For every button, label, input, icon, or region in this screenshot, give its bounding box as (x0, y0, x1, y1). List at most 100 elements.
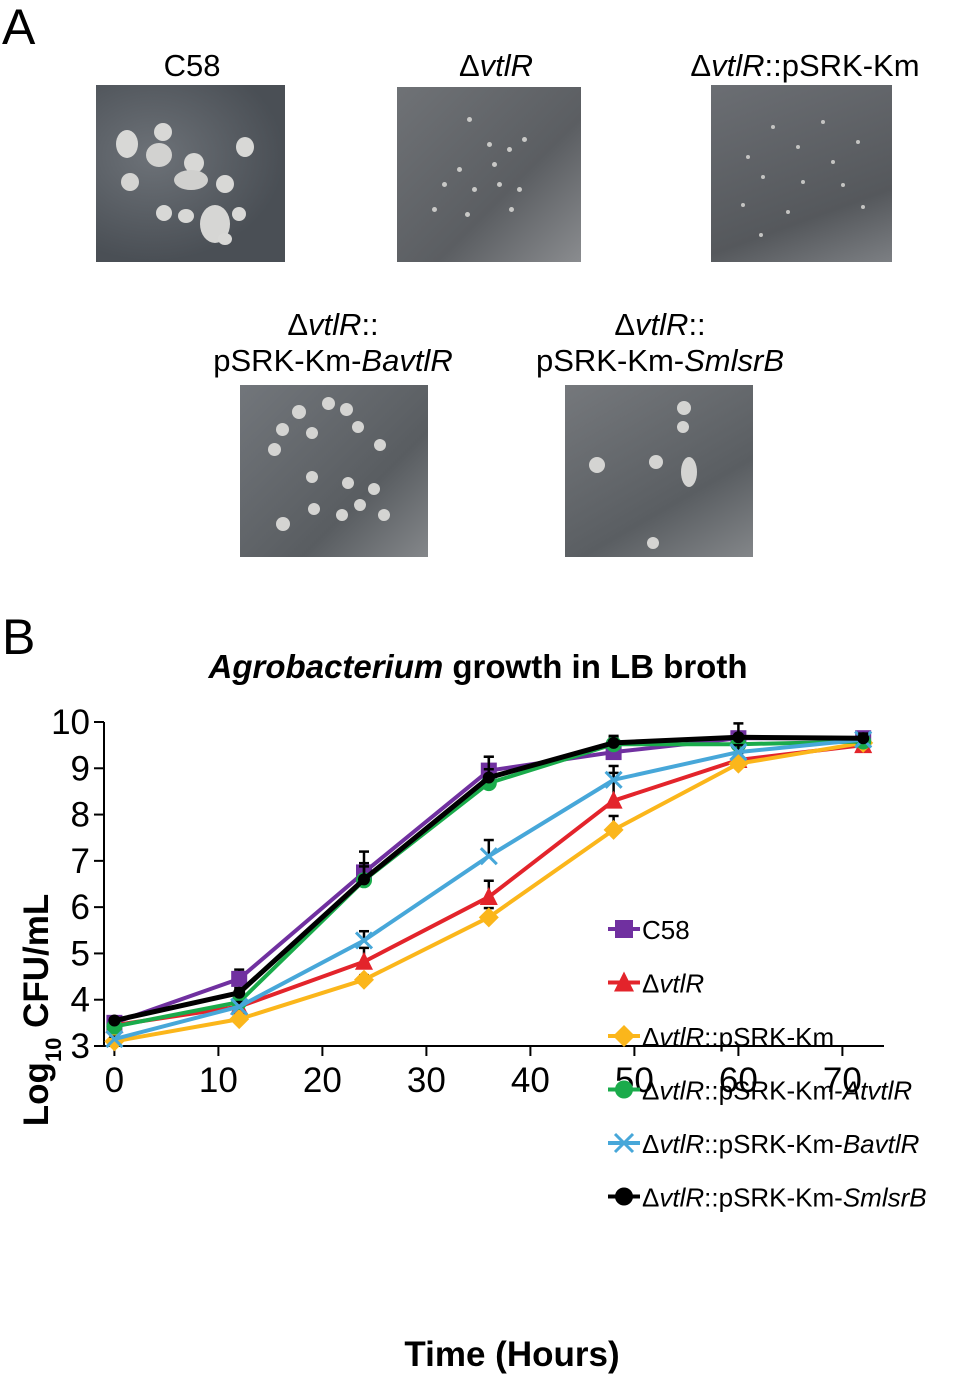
legend-label: ΔvtlR::pSRK-Km-BavtlR (642, 1129, 919, 1159)
colony (759, 233, 763, 237)
legend-label-part: vtlR (659, 1129, 704, 1159)
colony (589, 457, 605, 473)
y-tick-label: 5 (71, 934, 90, 973)
colony (432, 207, 437, 212)
plate-label-c58: C58 (92, 48, 292, 84)
plate-label-text: BavtlR (361, 343, 453, 378)
plate-label-line: ΔvtlR (396, 48, 596, 84)
plate-label-dvtlr-psrk-km: ΔvtlR::pSRK-Km (655, 48, 955, 84)
colony (340, 403, 353, 416)
x-tick-label: 60 (719, 1061, 758, 1100)
legend-label-part: Δ (642, 1183, 659, 1213)
colony (306, 427, 318, 439)
colony (174, 170, 208, 190)
data-point-dvtlR_pSRK (229, 1009, 250, 1030)
colony (741, 203, 745, 207)
colony (121, 173, 139, 191)
plate-label-dvtlr-bavtlr: ΔvtlR:: pSRK-Km-BavtlR (183, 307, 483, 379)
legend-entry-dvtlR_pSRK: ΔvtlR::pSRK-Km (608, 1022, 834, 1052)
colony (492, 162, 497, 167)
chart-title: Agrobacterium growth in LB broth (208, 648, 748, 685)
legend-swatch-marker (615, 920, 633, 938)
legend-label-part: vtlR (659, 969, 704, 999)
y-tick-label: 9 (71, 749, 90, 788)
legend-entry-dvtlR_At: ΔvtlR::pSRK-Km-AtvtlR (608, 1076, 912, 1106)
data-point-dvtlR_Ba-stroke (105, 1029, 124, 1049)
colony (306, 471, 318, 483)
legend-swatch-marker (615, 1080, 633, 1099)
plate-label-text: vtlR (635, 307, 689, 342)
plate-label-text: Δ (614, 307, 636, 342)
data-point-dvtlR_pSRK (478, 907, 499, 928)
x-axis-label: Time (Hours) (404, 1335, 619, 1374)
colony (472, 187, 477, 192)
colony (649, 455, 663, 469)
x-tick-label: 70 (823, 1061, 862, 1100)
legend-entry-dvtlR_Sm: ΔvtlR::pSRK-Km-SmlsrB (608, 1183, 927, 1213)
colony (216, 175, 234, 193)
data-point-dvtlR_pSRK (728, 753, 749, 774)
legend-label: ΔvtlR (642, 969, 704, 999)
plate-label-dvtlr-smlsrb: ΔvtlR:: pSRK-Km-SmlsrB (510, 307, 810, 379)
colony (681, 457, 697, 487)
data-point-dvtlR (355, 951, 373, 970)
legend-swatch-marker (614, 971, 634, 992)
plate-photo-dvtlr-psrk-km (711, 85, 892, 262)
data-point-dvtlR_Sm (108, 1014, 121, 1027)
legend-entry-dvtlR: ΔvtlR (608, 969, 704, 999)
colony (178, 209, 194, 223)
legend-label-part: vtlR (659, 1022, 704, 1052)
colony (831, 160, 835, 164)
plate-label-text: Δ (458, 48, 480, 83)
data-point-dvtlR (604, 790, 623, 809)
legend-label-part: ::pSRK-Km (704, 1022, 834, 1052)
colony (368, 483, 380, 495)
panel-b-letter: B (2, 609, 36, 665)
legend-label-part: ::pSRK-Km- (704, 1129, 843, 1159)
legend-entry-dvtlR_Ba: ΔvtlR::pSRK-Km-BavtlR (608, 1129, 919, 1159)
colony (156, 205, 172, 221)
x-tick-label: 30 (407, 1061, 446, 1100)
colony (487, 142, 492, 147)
colony (861, 205, 865, 209)
data-point-dvtlR_Sm (857, 732, 870, 745)
data-point-C58 (231, 970, 248, 987)
legend-label-part: vtlR (659, 1076, 704, 1106)
panel-a-letter: A (2, 0, 36, 55)
plate-photo-c58 (96, 85, 285, 262)
colony (374, 439, 386, 451)
colony (276, 423, 289, 436)
colony (442, 182, 447, 187)
data-point-dvtlR_Ba (729, 743, 748, 762)
colony (517, 187, 522, 192)
colony (342, 477, 354, 489)
legend-label-part: Δ (642, 1129, 659, 1159)
series-dvtlR_Sm (108, 722, 870, 1027)
colony (184, 153, 204, 173)
colony (821, 120, 825, 124)
plate-label-line: pSRK-Km-BavtlR (183, 343, 483, 379)
data-point-dvtlR_Ba (105, 1029, 124, 1049)
colony (154, 123, 172, 141)
colony (647, 537, 659, 549)
plate-label-line: ΔvtlR:: (510, 307, 810, 343)
x-tick-label: 10 (199, 1061, 238, 1100)
y-axis-label-part: CFU/mL (17, 894, 56, 1038)
colony (352, 421, 364, 433)
colony (308, 503, 320, 515)
legend-label-part: BavtlR (843, 1129, 920, 1159)
legend-label-part: AtvtlR (841, 1076, 912, 1106)
data-point-dvtlR_Ba-stroke (230, 997, 249, 1016)
legend-label-part: ::pSRK-Km- (704, 1183, 843, 1213)
legend-swatch-marker (615, 1187, 633, 1206)
data-point-dvtlR_Ba-stroke (354, 931, 374, 950)
y-tick-label: 4 (71, 981, 90, 1020)
chart-title-part: Agrobacterium (208, 648, 444, 685)
colony (146, 143, 172, 167)
plate-label-text: pSRK-Km- (213, 343, 362, 378)
x-tick-label: 40 (511, 1061, 550, 1100)
colony (796, 145, 800, 149)
data-point-dvtlR_Ba (604, 770, 623, 789)
data-point-dvtlR_Sm (482, 771, 495, 784)
